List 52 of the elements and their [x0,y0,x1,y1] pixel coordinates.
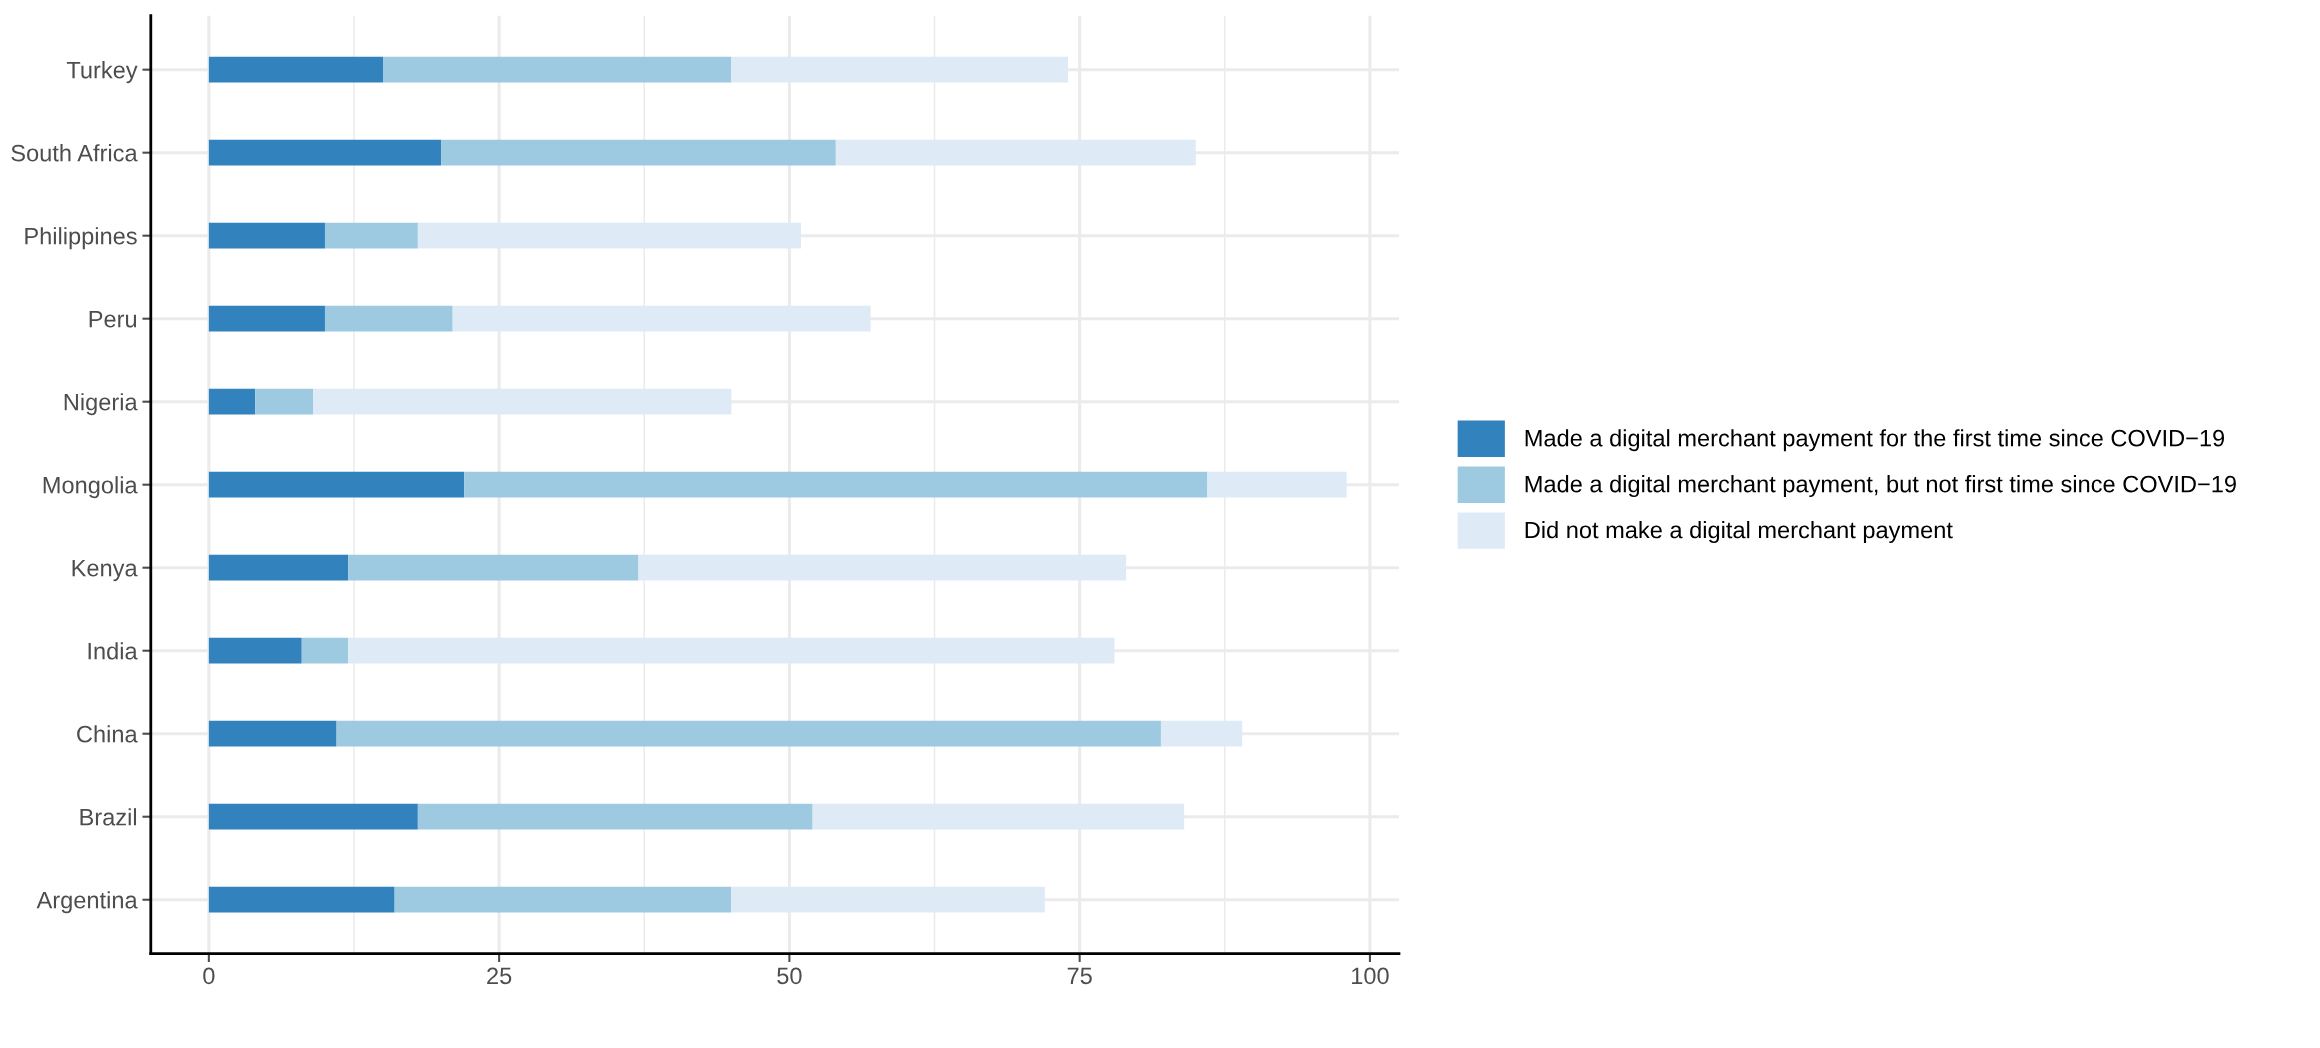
bar [417,803,813,830]
y-tick-label: Kenya [72,560,138,582]
bar [441,139,836,166]
bar [208,56,384,83]
bar [731,886,1045,913]
bar [417,222,801,249]
bar [208,388,256,415]
x-tick-label: 100 [1352,967,1389,985]
x-tick-label: 0 [203,967,215,985]
y-tick-label: Turkey [66,61,138,84]
bar [812,803,1185,830]
bar [208,222,325,249]
bar [731,56,1069,83]
y-tick-label: South Africa [11,144,138,162]
legend-label: Did not make a digital merchant payment [1525,521,1953,544]
y-tick-label: Nigeria [64,393,138,416]
bar [394,886,732,913]
bar [208,803,418,830]
bar [208,305,325,332]
y-tick-label: Philippines [25,227,137,250]
y-tick-label: China [77,725,138,743]
bar [1160,720,1243,747]
y-tick-label: Mongolia [43,476,138,499]
y-tick-label: Argentina [36,891,138,914]
bar [464,471,1208,498]
bar [324,305,453,332]
x-tick-label: 50 [777,967,802,985]
legend-label: Made a digital merchant payment, but not first time since COVID−19 [1525,475,2236,498]
bar [348,637,1115,664]
bar [1207,471,1347,498]
bar [835,139,1196,166]
bar [208,637,302,664]
bar [452,305,871,332]
bar [208,554,349,581]
x-tick-label: 25 [487,967,512,985]
bar [383,56,732,83]
bar [336,720,1161,747]
bar [301,637,349,664]
bar [324,222,418,249]
bar [208,139,442,166]
legend-label: Made a digital merchant payment for the first time since COVID−19 [1525,429,2225,452]
bar [255,388,314,415]
bar [208,471,465,498]
bar [313,388,732,415]
bar [348,554,639,581]
bar [638,554,1127,581]
bar [208,720,337,747]
y-tick-label: Peru [89,311,137,328]
y-tick-label: India [88,642,138,660]
y-tick-label: Brazil [80,808,137,826]
x-tick-label: 75 [1067,967,1092,985]
bar [208,886,395,913]
